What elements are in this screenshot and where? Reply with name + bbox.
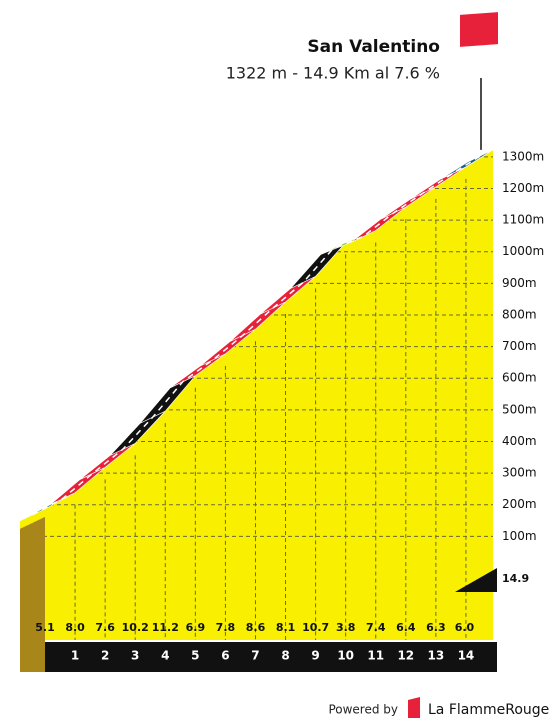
y-tick-label: 600m [502, 371, 537, 385]
gradient-label: 8.6 [246, 621, 266, 634]
x-tick-label: 13 [428, 649, 445, 663]
x-tick-label: 3 [131, 649, 139, 663]
y-tick-label: 800m [502, 307, 537, 321]
gradient-label: 5.1 [35, 621, 55, 634]
x-tick-label: 1 [71, 649, 79, 663]
gradient-label: 11.2 [152, 621, 179, 634]
gradient-label: 8.0 [65, 621, 85, 634]
y-tick-label: 300m [502, 466, 537, 480]
gradient-label: 10.7 [302, 621, 329, 634]
gradient-label: 3.8 [336, 621, 356, 634]
gradient-label: 7.6 [95, 621, 115, 634]
base-right [455, 568, 497, 592]
chart-title: San Valentino [307, 37, 440, 57]
y-tick-label: 100m [502, 529, 537, 543]
chart-subtitle: 1322 m - 14.9 Km al 7.6 % [226, 64, 440, 83]
x-tick-label: 8 [281, 649, 289, 663]
y-tick-label: 200m [502, 497, 537, 511]
x-tick-label: 12 [397, 649, 414, 663]
y-tick-label: 400m [502, 434, 537, 448]
y-tick-label: 500m [502, 402, 537, 416]
base-side [20, 516, 45, 672]
y-tick-label: 900m [502, 276, 537, 290]
gradient-label: 10.2 [122, 621, 149, 634]
road-centerline [32, 155, 481, 516]
x-tick-label: 7 [251, 649, 259, 663]
x-tick-label: 5 [191, 649, 199, 663]
x-tick-label: 11 [367, 649, 384, 663]
x-tick-label: 2 [101, 649, 109, 663]
y-tick-label: 1300m [502, 149, 544, 163]
gradient-label: 6.9 [186, 621, 206, 634]
gradient-label: 7.8 [216, 621, 236, 634]
y-tick-label: 1200m [502, 181, 544, 195]
badge: HC [467, 53, 491, 71]
gradient-label: 8.1 [276, 621, 296, 634]
gradient-label: 7.4 [366, 621, 386, 634]
x-tick-label: 6 [221, 649, 229, 663]
x-tick-label: 14.9 [502, 572, 529, 585]
base-band [20, 642, 497, 672]
x-tick-label: 4 [161, 649, 169, 663]
plot: 100m 200m 300m 400m 500m 600m 700m 800m 900m 1000… [19, 78, 544, 672]
brand: La FlammeRouge [428, 702, 549, 718]
x-tick-label: 9 [311, 649, 319, 663]
gradient-label: 6.4 [396, 621, 416, 634]
y-tick-label: 1100m [502, 213, 544, 227]
powered-by: Powered by [328, 703, 398, 717]
x-tick-label: 14 [458, 649, 475, 663]
brand-logo [408, 697, 420, 718]
gradient-label: 6.3 [426, 621, 446, 634]
gradient-label: 6.0 [455, 621, 475, 634]
y-tick-label: 1000m [502, 244, 544, 258]
y-tick-label: 700m [502, 339, 537, 353]
profile-face [20, 149, 493, 640]
badge-box [460, 12, 498, 47]
x-tick-label: 10 [337, 649, 354, 663]
